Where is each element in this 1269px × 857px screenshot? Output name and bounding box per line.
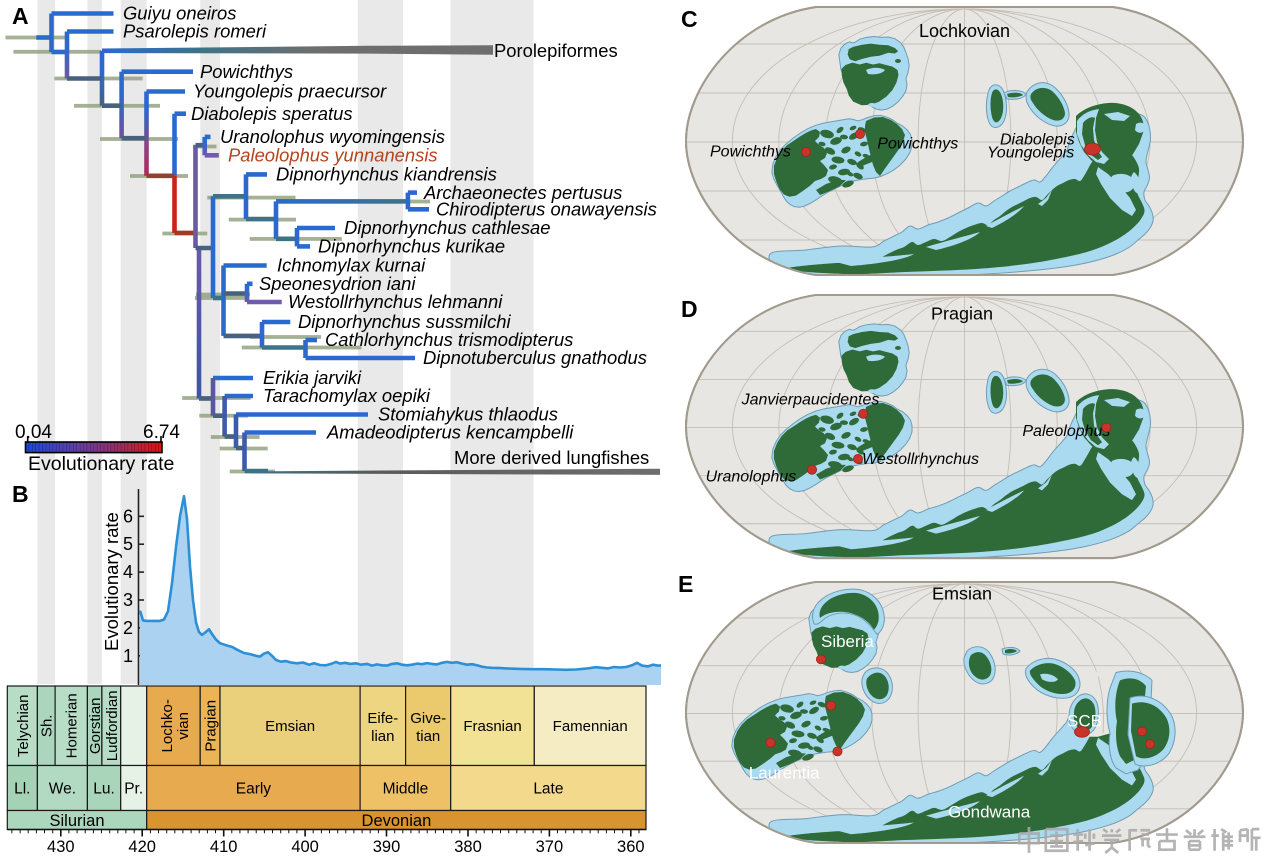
svg-text:Middle: Middle <box>383 781 429 798</box>
svg-text:Janvierpaucidentes: Janvierpaucidentes <box>741 392 880 409</box>
svg-text:Ichnomylax kurnai: Ichnomylax kurnai <box>277 255 426 276</box>
svg-text:Diabolepis: Diabolepis <box>1000 132 1075 149</box>
svg-text:Gorstian: Gorstian <box>87 697 104 754</box>
svg-text:6.74: 6.74 <box>143 422 180 443</box>
svg-text:Cathlorhynchus trismodipterus: Cathlorhynchus trismodipterus <box>325 329 573 350</box>
svg-text:Telychian: Telychian <box>15 695 32 758</box>
svg-text:C: C <box>681 6 698 32</box>
svg-text:vian: vian <box>175 712 192 740</box>
svg-text:Give-: Give- <box>410 710 446 727</box>
svg-text:Powichthys: Powichthys <box>877 136 958 153</box>
svg-text:Erikia jarviki: Erikia jarviki <box>263 367 362 388</box>
svg-text:SCB: SCB <box>1067 712 1102 731</box>
svg-text:Archaeonectes pertusus: Archaeonectes pertusus <box>423 182 622 203</box>
svg-text:Emsian: Emsian <box>265 718 315 735</box>
svg-text:Early: Early <box>236 781 272 798</box>
svg-text:Gondwana: Gondwana <box>948 803 1031 822</box>
svg-text:Late: Late <box>533 781 563 798</box>
svg-text:Famennian: Famennian <box>553 718 628 735</box>
svg-text:Devonian: Devonian <box>362 812 432 830</box>
svg-text:Lochkovian: Lochkovian <box>919 21 1010 41</box>
svg-text:Chirodipterus onawayensis: Chirodipterus onawayensis <box>436 199 657 220</box>
svg-text:420: 420 <box>128 838 156 856</box>
svg-text:Uranolophus wyomingensis: Uranolophus wyomingensis <box>220 126 445 147</box>
svg-text:Lu.: Lu. <box>93 781 115 798</box>
svg-text:Speonesydrion iani: Speonesydrion iani <box>259 273 416 294</box>
svg-text:Porolepiformes: Porolepiformes <box>494 40 618 61</box>
svg-text:Paleolophus: Paleolophus <box>1022 423 1110 440</box>
svg-text:Paleolophus yunnanensis: Paleolophus yunnanensis <box>228 145 438 166</box>
svg-text:6: 6 <box>123 506 133 526</box>
svg-text:370: 370 <box>536 838 564 856</box>
svg-text:Dipnorhynchus sussmilchi: Dipnorhynchus sussmilchi <box>298 311 512 332</box>
svg-text:Pragian: Pragian <box>931 304 993 324</box>
svg-text:Westollrhynchus lehmanni: Westollrhynchus lehmanni <box>288 291 503 312</box>
svg-text:4: 4 <box>123 562 133 582</box>
svg-text:Diabolepis speratus: Diabolepis speratus <box>191 103 353 124</box>
svg-text:More derived lungfishes: More derived lungfishes <box>454 447 649 468</box>
svg-text:Powichthys: Powichthys <box>200 61 293 82</box>
svg-text:Ll.: Ll. <box>14 781 30 798</box>
svg-text:390: 390 <box>373 838 401 856</box>
svg-text:Evolutionary rate: Evolutionary rate <box>101 512 122 651</box>
svg-text:Youngolepis praecursor: Youngolepis praecursor <box>193 81 387 102</box>
svg-text:A: A <box>12 3 29 29</box>
svg-text:Tarachomylax oepiki: Tarachomylax oepiki <box>263 385 431 406</box>
svg-text:400: 400 <box>291 838 319 856</box>
svg-text:Emsian: Emsian <box>932 584 992 604</box>
svg-text:Ludfordian: Ludfordian <box>104 690 121 761</box>
svg-text:Dipnorhynchus cathlesae: Dipnorhynchus cathlesae <box>344 217 551 238</box>
svg-text:Sh.: Sh. <box>39 715 56 738</box>
svg-text:Uranolophus: Uranolophus <box>706 469 797 486</box>
svg-text:Pragian: Pragian <box>203 700 220 752</box>
svg-text:2: 2 <box>123 618 133 638</box>
svg-text:B: B <box>12 481 29 507</box>
svg-text:Powichthys: Powichthys <box>710 144 791 161</box>
svg-text:Evolutionary rate: Evolutionary rate <box>28 453 174 475</box>
svg-text:D: D <box>681 296 698 322</box>
svg-text:Westollrhynchus: Westollrhynchus <box>862 451 979 468</box>
svg-text:5: 5 <box>123 534 133 554</box>
svg-text:lian: lian <box>371 728 394 745</box>
svg-text:Pr.: Pr. <box>124 781 143 798</box>
svg-text:3: 3 <box>123 590 133 610</box>
svg-text:380: 380 <box>454 838 482 856</box>
svg-text:Amadeodipterus kencampbelli: Amadeodipterus kencampbelli <box>326 422 574 443</box>
svg-text:Guiyu oneiros: Guiyu oneiros <box>123 3 236 24</box>
svg-text:410: 410 <box>210 838 238 856</box>
svg-text:Youngolepis: Youngolepis <box>987 145 1074 162</box>
svg-text:Lochko-: Lochko- <box>159 699 176 752</box>
svg-text:Stomiahykus thlaodus: Stomiahykus thlaodus <box>378 404 558 425</box>
svg-text:Dipnorhynchus kiandrensis: Dipnorhynchus kiandrensis <box>276 164 497 185</box>
svg-text:Silurian: Silurian <box>49 812 104 830</box>
svg-text:Homerian: Homerian <box>64 693 81 758</box>
svg-text:0.04: 0.04 <box>15 422 52 443</box>
svg-text:360: 360 <box>617 838 645 856</box>
svg-text:Dipnotuberculus gnathodus: Dipnotuberculus gnathodus <box>423 347 647 368</box>
svg-text:Laurentia: Laurentia <box>749 764 821 783</box>
svg-text:We.: We. <box>49 781 76 798</box>
svg-text:tian: tian <box>416 728 440 745</box>
svg-text:430: 430 <box>47 838 75 856</box>
svg-text:Psarolepis romeri: Psarolepis romeri <box>123 21 267 42</box>
svg-text:Frasnian: Frasnian <box>463 718 521 735</box>
svg-text:Dipnorhynchus kurikae: Dipnorhynchus kurikae <box>318 236 505 257</box>
svg-text:1: 1 <box>123 646 133 666</box>
svg-text:Siberia: Siberia <box>821 632 875 651</box>
svg-text:E: E <box>678 571 693 597</box>
svg-text:Eife-: Eife- <box>367 710 398 727</box>
